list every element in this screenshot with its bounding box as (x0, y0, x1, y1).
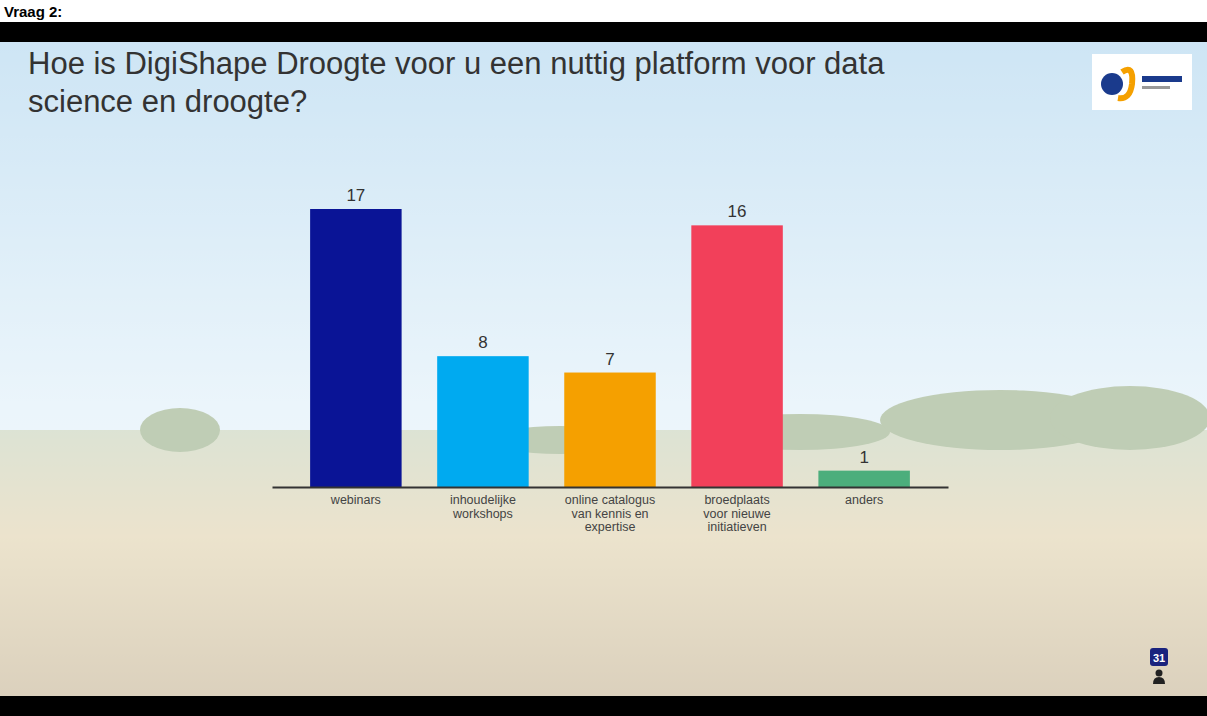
data-label: 8 (478, 333, 487, 352)
sky (0, 42, 1207, 696)
bar (691, 225, 782, 487)
veil (0, 42, 1207, 696)
data-label: 16 (728, 202, 747, 221)
data-label: 1 (859, 448, 868, 467)
bar (437, 356, 528, 487)
logo-shape (1142, 76, 1182, 82)
chart-svg: Vraag 2: Hoe is DigiShape Droogte voor u … (0, 0, 1207, 716)
data-label: 7 (605, 350, 614, 369)
bar (818, 471, 909, 487)
x-tick: webinars (330, 493, 381, 507)
page-background (0, 0, 1207, 716)
bars (310, 209, 910, 487)
x-axis-line (273, 487, 949, 489)
x-tick-label: anders (845, 493, 883, 507)
bar (564, 373, 655, 487)
data-label: 17 (346, 186, 365, 205)
x-tick-label: online catalogusvan kennis enexpertise (565, 493, 655, 535)
data-labels: 17 8 7 16 1 (346, 186, 868, 467)
logo-shape (1101, 73, 1123, 95)
logo-shape (1142, 86, 1170, 89)
x-tick: broedplaatsvoor nieuweinitiatieven (703, 493, 770, 535)
logo-shape (1118, 70, 1132, 99)
x-tick: inhoudelijkeworkshops (450, 493, 516, 521)
logo-bg (1092, 54, 1192, 110)
x-tick-label: webinars (330, 493, 381, 507)
x-tick: online catalogusvan kennis enexpertise (565, 493, 655, 535)
x-tick-label: inhoudelijkeworkshops (450, 493, 516, 521)
title: Hoe is DigiShape Droogte voor u een nutt… (28, 46, 885, 119)
logo (1092, 54, 1192, 110)
x-tick-label: broedplaatsvoor nieuweinitiatieven (703, 493, 770, 535)
top-bar (0, 22, 1207, 42)
badge-box (1150, 648, 1168, 666)
person-icon (1156, 670, 1163, 677)
person-icon (1153, 677, 1165, 684)
question-label: Vraag 2: (4, 3, 62, 20)
bottom-bar (0, 696, 1207, 716)
respondent-badge: 31 (1150, 648, 1168, 684)
bar (310, 209, 401, 487)
x-tick: anders (845, 493, 883, 507)
x-axis: webinars inhoudelijkeworkshops online cata… (273, 488, 949, 535)
respondent-count: 31 (1153, 652, 1165, 664)
